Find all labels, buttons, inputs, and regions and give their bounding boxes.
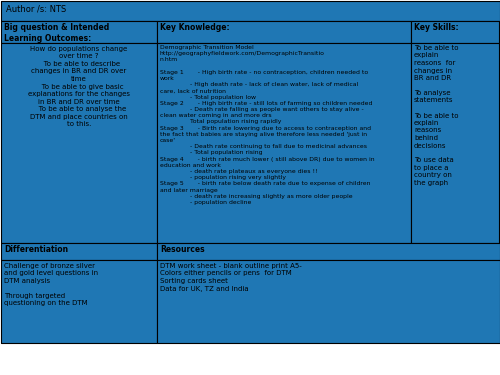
Bar [157, 21, 411, 43]
Bar [1, 21, 157, 43]
Text: Challenge of bronze silver
and gold level questions in
DTM analysis

Through tar: Challenge of bronze silver and gold leve… [4, 263, 98, 306]
Text: Differentiation: Differentiation [4, 245, 68, 254]
Bar [157, 260, 500, 343]
Bar [1, 1, 500, 21]
Bar [1, 260, 157, 343]
Bar [1, 243, 157, 260]
Bar [411, 43, 499, 243]
Bar [1, 1, 500, 21]
Bar [1, 43, 157, 243]
Bar [1, 43, 157, 243]
Text: Key Skills:: Key Skills: [414, 23, 459, 32]
Text: To be able to
explain
reasons  for
changes in
BR and DR

To analyse
statements

: To be able to explain reasons for change… [414, 45, 459, 186]
Bar [157, 243, 500, 260]
Bar [1, 21, 157, 43]
Bar [411, 43, 499, 243]
Text: DTM work sheet - blank outline print A5-
Colors either pencils or pens  for DTM
: DTM work sheet - blank outline print A5-… [160, 263, 302, 291]
Bar [1, 260, 157, 343]
Bar [411, 21, 499, 43]
Text: Key Knowledge:: Key Knowledge: [160, 23, 230, 32]
Text: Demographic Transition Model
http://geographyfieldwork.com/DemographicTransitio
: Demographic Transition Model http://geog… [160, 45, 374, 205]
Bar [157, 260, 500, 343]
Text: Author /s: NTS: Author /s: NTS [6, 4, 66, 13]
Bar [157, 43, 411, 243]
Bar [157, 21, 411, 43]
Text: How do populations change
over time ?
   To be able to describe
changes in BR an: How do populations change over time ? To… [28, 46, 130, 127]
Bar [157, 243, 500, 260]
Text: Resources: Resources [160, 245, 204, 254]
Bar [1, 243, 157, 260]
Bar [411, 21, 499, 43]
Bar [157, 43, 411, 243]
Text: Big question & Intended
Learning Outcomes:: Big question & Intended Learning Outcome… [4, 23, 109, 43]
